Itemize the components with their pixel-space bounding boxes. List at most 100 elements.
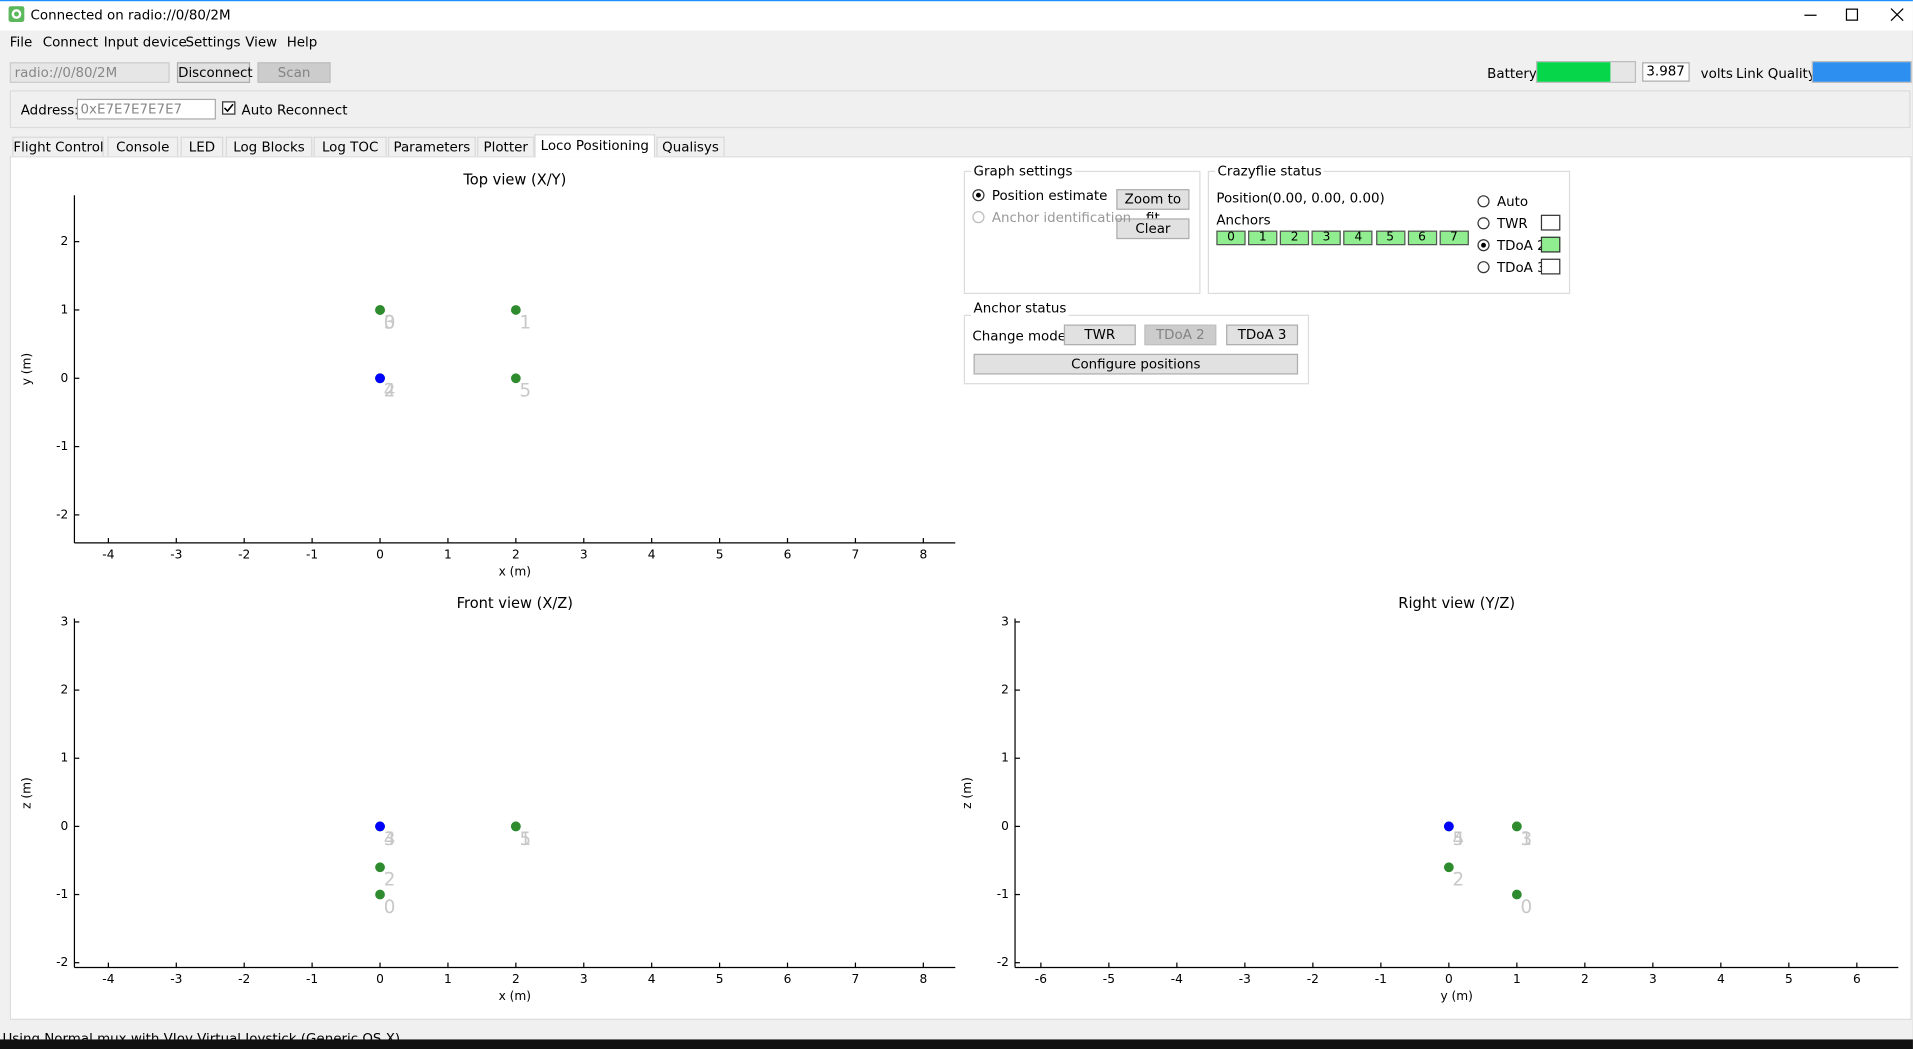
x-tick-label: 4 (1717, 972, 1725, 986)
mode-button[interactable]: TWR (1063, 324, 1136, 346)
x-tick-label: -5 (1103, 972, 1115, 986)
radio[interactable] (1477, 261, 1490, 274)
battery-voltage: 3.987 (1642, 62, 1690, 82)
tab[interactable]: Flight Control (12, 136, 104, 157)
menu-item[interactable]: View (245, 34, 278, 51)
auto-reconnect-checkbox[interactable] (222, 101, 236, 115)
disconnect-button[interactable]: Disconnect (176, 62, 253, 83)
x-tick-label: 1 (444, 972, 452, 986)
radio[interactable] (972, 211, 985, 224)
tab[interactable]: Console (107, 136, 179, 157)
radio[interactable] (1477, 217, 1490, 230)
anchor-indicator: 7 (1439, 230, 1469, 246)
anchor-point (510, 373, 521, 384)
tab[interactable]: Loco Positioning (534, 134, 656, 158)
auto-reconnect-label: Auto Reconnect (241, 102, 348, 119)
x-tick-label: -6 (1035, 972, 1047, 986)
zoom-button[interactable]: Zoom to fit (1116, 189, 1190, 226)
anchor-indicator: 2 (1280, 230, 1310, 246)
mode-label: Auto (1496, 193, 1529, 210)
radio-label: Anchor identification (991, 209, 1132, 226)
anchor-label: 3 (384, 312, 396, 333)
title-bar (0, 0, 1913, 31)
anchors-label: Anchors (1216, 212, 1271, 229)
scan-button[interactable]: Scan (257, 62, 331, 83)
mode-indicator (1540, 214, 1561, 231)
anchor-indicator: 3 (1311, 230, 1342, 246)
configure-button[interactable]: Configure positions (973, 353, 1299, 375)
mode-indicator (1540, 236, 1561, 253)
x-tick-label: 1 (444, 548, 452, 562)
x-tick-label: 4 (648, 548, 656, 562)
anchor-label: 1 (520, 312, 532, 333)
radio-label: Position estimate (991, 187, 1108, 204)
tab[interactable]: LED (180, 136, 224, 157)
volts-label: volts (1700, 65, 1733, 82)
battery-fill (1537, 62, 1611, 82)
x-tick-label: 4 (648, 972, 656, 986)
plot-title: Right view (Y/Z) (1398, 595, 1515, 612)
y-tick-label: -2 (997, 955, 1009, 969)
y-tick-label: 3 (1001, 614, 1009, 628)
mode-button[interactable]: TDoA 3 (1226, 324, 1299, 346)
mode-button[interactable]: TDoA 2 (1144, 324, 1217, 346)
y-tick-label: -2 (56, 955, 68, 969)
anchor-point (510, 305, 521, 315)
anchor-label: 0 (1521, 897, 1533, 918)
menu-item[interactable]: Settings (185, 34, 241, 51)
anchor-label: 5 (1453, 829, 1465, 850)
window-title: Connected on radio://0/80/2M (30, 7, 231, 24)
x-tick-label: -3 (1239, 972, 1251, 986)
clear-button[interactable]: Clear (1116, 218, 1190, 240)
x-axis-label: x (m) (499, 565, 531, 579)
radio[interactable] (1477, 195, 1490, 208)
tab[interactable]: Log Blocks (225, 136, 313, 157)
graph-settings-group (963, 170, 1201, 295)
menu-item[interactable]: Input device (103, 34, 187, 51)
x-tick-label: 3 (1649, 972, 1657, 986)
anchor-label: 2 (1453, 870, 1465, 891)
y-tick-label: -2 (56, 507, 68, 521)
tab[interactable]: Log TOC (313, 136, 387, 157)
x-tick-label: 6 (784, 548, 792, 562)
link-fill (1812, 62, 1911, 82)
uri-combo[interactable]: radio://0/80/2M (9, 62, 170, 83)
link-bar (1811, 61, 1912, 83)
address-input[interactable]: 0xE7E7E7E7E7 (76, 98, 216, 120)
x-tick-label: 5 (716, 972, 724, 986)
menu-item[interactable]: File (9, 34, 33, 51)
menu-item[interactable]: Help (286, 34, 318, 51)
menu-item[interactable]: Connect (42, 34, 99, 51)
x-tick-label: -2 (238, 972, 250, 986)
x-tick-label: -1 (306, 548, 318, 562)
x-tick-label: -3 (170, 972, 182, 986)
anchor-label: 4 (1453, 829, 1465, 850)
tab[interactable]: Qualisys (656, 136, 725, 157)
window-controls[interactable] (1793, 5, 1909, 25)
anchor-label: 5 (520, 829, 532, 850)
y-axis-label: y (m) (19, 353, 33, 385)
mode-label: TWR (1496, 215, 1528, 232)
x-tick-label: 8 (919, 972, 927, 986)
group-title: Crazyflie status (1215, 163, 1325, 180)
anchor-label: 1 (1521, 829, 1533, 850)
group-title: Graph settings (971, 163, 1075, 180)
y-tick-label: 0 (1001, 819, 1009, 833)
x-tick-label: 7 (852, 972, 860, 986)
radio[interactable] (972, 189, 985, 202)
anchor-label: 0 (384, 897, 396, 918)
tab[interactable]: Plotter (477, 136, 535, 157)
link-label: Link Quality: (1736, 65, 1820, 82)
address-panel (9, 90, 1911, 129)
x-tick-label: -1 (1375, 972, 1387, 986)
x-tick-label: 3 (580, 548, 588, 562)
anchor-label: 4 (384, 829, 396, 850)
radio[interactable] (1477, 239, 1490, 252)
tab[interactable]: Parameters (387, 136, 476, 157)
x-axis-label: x (m) (499, 989, 531, 1003)
anchor-label: 5 (520, 381, 532, 402)
group-title: Anchor status (971, 300, 1069, 316)
anchor-status-group (963, 314, 1310, 385)
